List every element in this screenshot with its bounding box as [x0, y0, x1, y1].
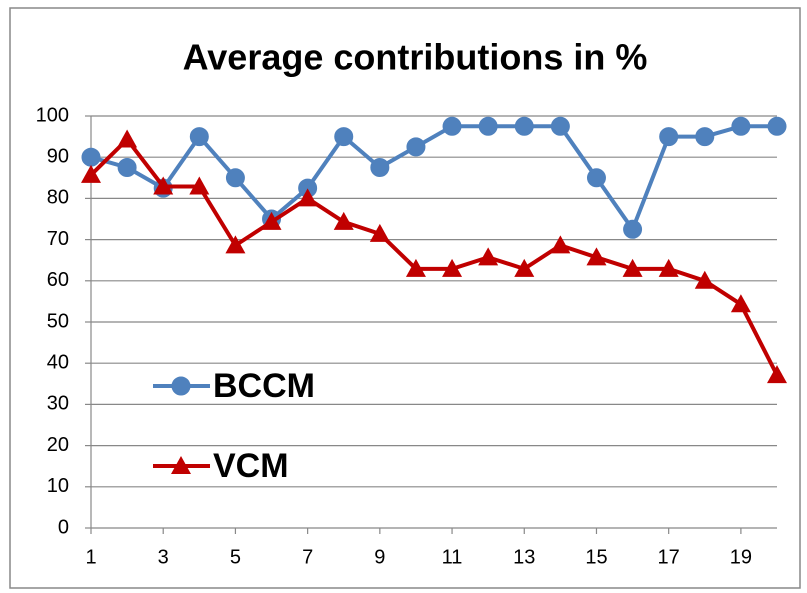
data-point [695, 127, 715, 147]
y-tick-label: 50 [47, 310, 69, 332]
data-point [369, 223, 390, 242]
data-point [406, 137, 426, 157]
data-point [731, 116, 751, 136]
data-point [153, 176, 174, 195]
data-point [81, 147, 101, 167]
x-tick-label: 17 [658, 546, 680, 568]
data-point [659, 127, 679, 147]
data-point [767, 365, 787, 384]
data-point [478, 247, 499, 266]
y-tick-label: 100 [36, 104, 69, 126]
y-tick-label: 60 [47, 269, 69, 291]
legend-marker [171, 376, 191, 396]
x-tick-label: 9 [374, 546, 385, 568]
data-point [550, 235, 571, 254]
data-point [622, 258, 643, 277]
data-point [442, 116, 462, 136]
data-point [225, 235, 246, 254]
x-tick-label: 19 [730, 546, 752, 568]
x-tick-label: 3 [158, 546, 169, 568]
data-point [261, 211, 282, 230]
data-point [730, 294, 751, 313]
y-tick-label: 0 [58, 516, 69, 538]
legend-marker [171, 456, 191, 474]
data-point [81, 164, 101, 183]
legend-label: BCCM [213, 367, 315, 405]
y-tick-label: 30 [47, 393, 69, 415]
x-tick-label: 1 [85, 546, 96, 568]
data-point [117, 158, 137, 177]
data-point [405, 258, 426, 277]
data-point [767, 116, 787, 136]
data-point [297, 188, 318, 207]
x-tick-label: 13 [513, 546, 535, 568]
data-point [550, 116, 570, 136]
data-point [370, 158, 390, 177]
x-tick-label: 11 [442, 546, 463, 568]
y-tick-label: 40 [47, 351, 69, 373]
legend-label: VCM [213, 447, 289, 485]
x-tick-label: 7 [302, 546, 313, 568]
chart-title: Average contributions in % [183, 37, 648, 78]
data-point [117, 129, 138, 148]
data-point [333, 211, 354, 230]
y-tick-label: 80 [47, 187, 69, 209]
data-point [189, 127, 209, 147]
data-point [586, 168, 606, 188]
chart-frame [9, 7, 801, 589]
data-point [478, 116, 498, 136]
data-point [225, 168, 245, 188]
data-point [334, 127, 354, 147]
x-tick-label: 5 [230, 546, 241, 568]
x-tick-label: 15 [585, 546, 607, 568]
data-point [189, 176, 210, 195]
data-point [658, 258, 679, 277]
y-tick-label: 70 [47, 228, 69, 250]
data-point [586, 247, 607, 266]
y-tick-label: 90 [47, 145, 69, 167]
data-point [694, 270, 715, 289]
data-point [514, 116, 534, 136]
y-tick-label: 20 [47, 434, 69, 456]
data-point [442, 258, 463, 277]
series-line [89, 136, 779, 377]
data-point [623, 219, 643, 239]
data-point [514, 258, 535, 277]
y-tick-label: 10 [47, 475, 69, 497]
